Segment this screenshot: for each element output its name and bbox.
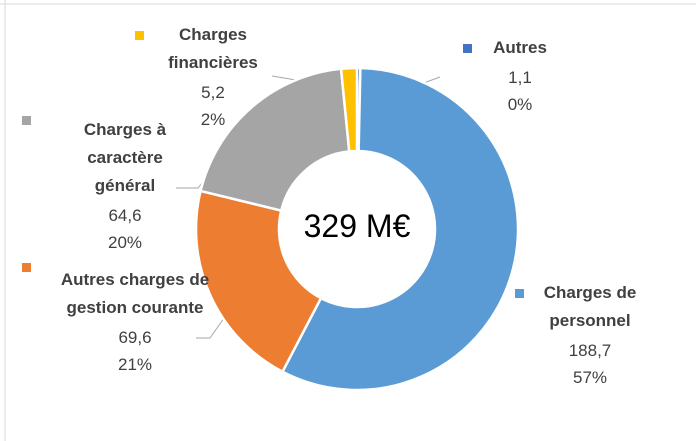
- legend-marker: [135, 31, 144, 40]
- value-label: 5,2: [201, 83, 225, 102]
- percent-label: 21%: [117, 355, 153, 374]
- center-label: 329 M€: [303, 208, 411, 244]
- percent-label: 57%: [572, 368, 608, 387]
- category-label: Charges de personnel: [543, 283, 637, 330]
- value-label: 69,6: [118, 328, 152, 347]
- value-label: 1,1: [508, 68, 532, 87]
- legend-marker: [463, 44, 472, 53]
- donut-slice: [199, 67, 351, 213]
- value-label: 188,7: [568, 341, 612, 360]
- percent-label: 0%: [507, 95, 533, 114]
- percent-label: 2%: [200, 110, 226, 129]
- category-label: Charges financières: [168, 25, 258, 72]
- donut-slice: [194, 189, 323, 374]
- percent-label: 20%: [107, 233, 143, 252]
- category-label: Autres: [493, 38, 547, 57]
- legend-marker: [22, 263, 31, 272]
- donut-slice: [339, 66, 359, 153]
- legend-marker: [22, 116, 31, 125]
- donut-slice: [280, 66, 520, 392]
- category-label: Autres charges de gestion courante: [60, 270, 210, 317]
- value-label: 64,6: [108, 206, 142, 225]
- legend-marker: [515, 289, 524, 298]
- category-label: Charges à caractère général: [83, 120, 167, 195]
